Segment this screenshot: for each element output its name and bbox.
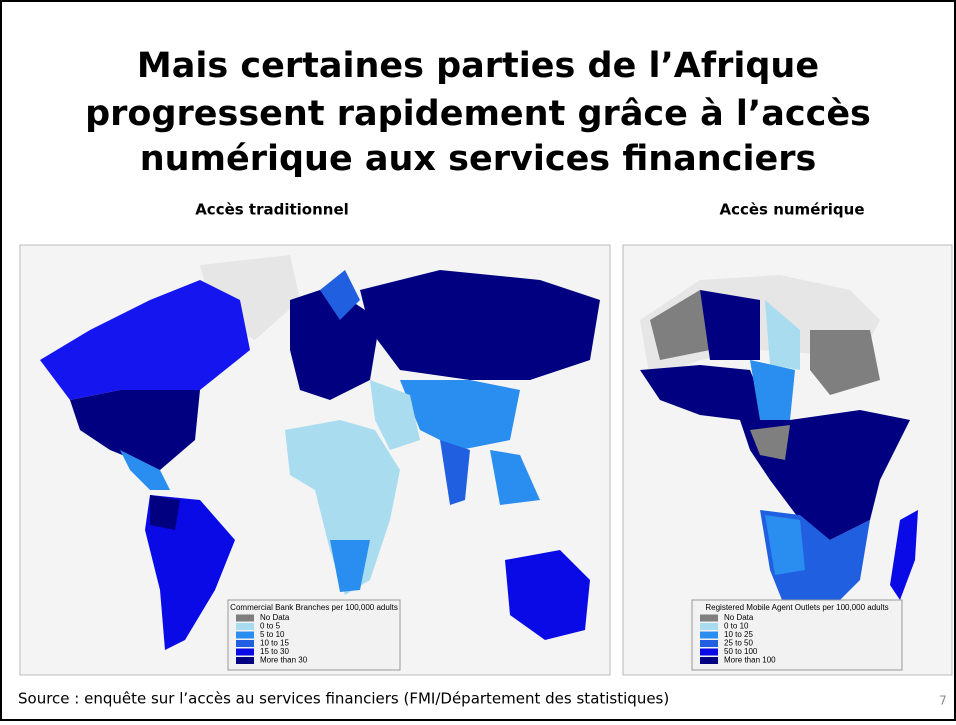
- legend-swatch: [236, 614, 254, 622]
- legend-swatch: [236, 657, 254, 664]
- legend-label: More than 30: [260, 656, 308, 665]
- source: Source : enquête sur l’accès au services…: [18, 690, 669, 708]
- legend-label: 5 to 10: [260, 630, 285, 639]
- legend-title: Registered Mobile Agent Outlets per 100,…: [705, 603, 888, 612]
- legend-label: 50 to 100: [724, 647, 758, 656]
- left-heading: Accès traditionnel: [195, 201, 349, 219]
- legend-label: 10 to 15: [260, 639, 289, 648]
- legend-swatch: [700, 640, 718, 647]
- legend-label: 0 to 5: [260, 622, 281, 631]
- legend-label: More than 100: [724, 656, 776, 665]
- legend-swatch: [700, 614, 718, 622]
- legend-title: Commercial Bank Branches per 100,000 adu…: [230, 603, 398, 612]
- right-heading: Accès numérique: [719, 201, 864, 219]
- legend: Commercial Bank Branches per 100,000 adu…: [227, 599, 401, 671]
- legend-label: No Data: [260, 613, 290, 622]
- legend-swatch: [236, 648, 254, 656]
- legend-label: 0 to 10: [724, 622, 749, 631]
- legend-box: [691, 599, 903, 671]
- legend-box: [227, 599, 401, 671]
- legend-label: 10 to 25: [724, 630, 753, 639]
- legend-label: No Data: [724, 613, 754, 622]
- legend-swatch: [700, 657, 718, 664]
- title-line: numérique aux services financiers: [140, 139, 817, 179]
- legend-swatch: [700, 623, 718, 630]
- legend-swatch: [236, 640, 254, 647]
- legend: Registered Mobile Agent Outlets per 100,…: [691, 599, 903, 671]
- legend-swatch: [236, 631, 254, 639]
- legend-label: 25 to 50: [724, 639, 753, 648]
- legend-swatch: [700, 631, 718, 639]
- legend-swatch: [700, 648, 718, 656]
- title-line: progressent rapidement grâce à l’accès: [85, 94, 871, 134]
- legend-label: 15 to 30: [260, 647, 289, 656]
- legend-swatch: [236, 623, 254, 630]
- title-line: Mais certaines parties de l’Afrique: [137, 46, 819, 86]
- page-number: 7: [939, 694, 947, 708]
